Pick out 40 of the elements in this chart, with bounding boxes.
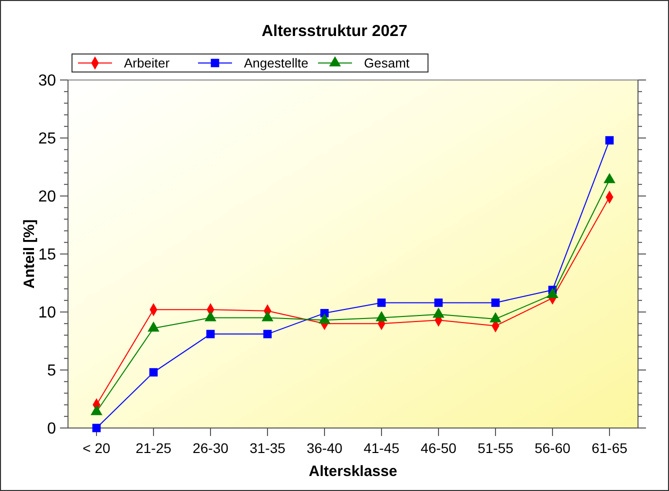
x-tick-label: 21-25 xyxy=(136,440,172,456)
y-tick-label: 30 xyxy=(38,72,56,90)
point xyxy=(90,404,102,416)
point xyxy=(204,311,216,322)
point xyxy=(491,298,500,307)
point xyxy=(148,321,160,332)
legend-label: Gesamt xyxy=(364,56,410,71)
point xyxy=(262,311,274,322)
x-tick-label: 36-40 xyxy=(306,440,343,456)
point xyxy=(149,368,158,377)
y-axis-title: Anteil [%] xyxy=(21,219,38,289)
y-tick-label: 25 xyxy=(38,130,56,148)
x-tick-label: 46-50 xyxy=(420,440,457,456)
y-tick-label: 20 xyxy=(38,188,56,206)
y-tick-label: 15 xyxy=(38,246,56,264)
x-tick-label: 26-30 xyxy=(192,440,229,456)
point xyxy=(546,288,558,298)
point xyxy=(318,313,330,324)
y-tick-label: 10 xyxy=(38,304,56,322)
point xyxy=(377,298,386,307)
point xyxy=(376,311,388,322)
x-tick-label: < 20 xyxy=(82,440,111,456)
x-tick-label: 31-35 xyxy=(250,440,286,456)
chart-title: Altersstruktur 2027 xyxy=(262,23,408,40)
point xyxy=(432,308,444,318)
point xyxy=(605,136,614,145)
point xyxy=(434,298,443,307)
point xyxy=(206,330,215,338)
x-tick-label: 41-45 xyxy=(364,440,400,456)
x-tick-label: 61-65 xyxy=(592,440,628,456)
point xyxy=(490,312,502,322)
x-tick-label: 56-60 xyxy=(534,440,571,456)
legend-label: Angestellte xyxy=(244,56,308,71)
y-tick-label: 5 xyxy=(47,362,56,380)
point xyxy=(263,330,272,338)
legend-label: Arbeiter xyxy=(124,56,170,71)
point xyxy=(92,424,101,432)
x-tick-label: 51-55 xyxy=(478,440,514,456)
x-axis-title: Altersklasse xyxy=(308,463,398,480)
y-tick-label: 0 xyxy=(47,420,56,438)
